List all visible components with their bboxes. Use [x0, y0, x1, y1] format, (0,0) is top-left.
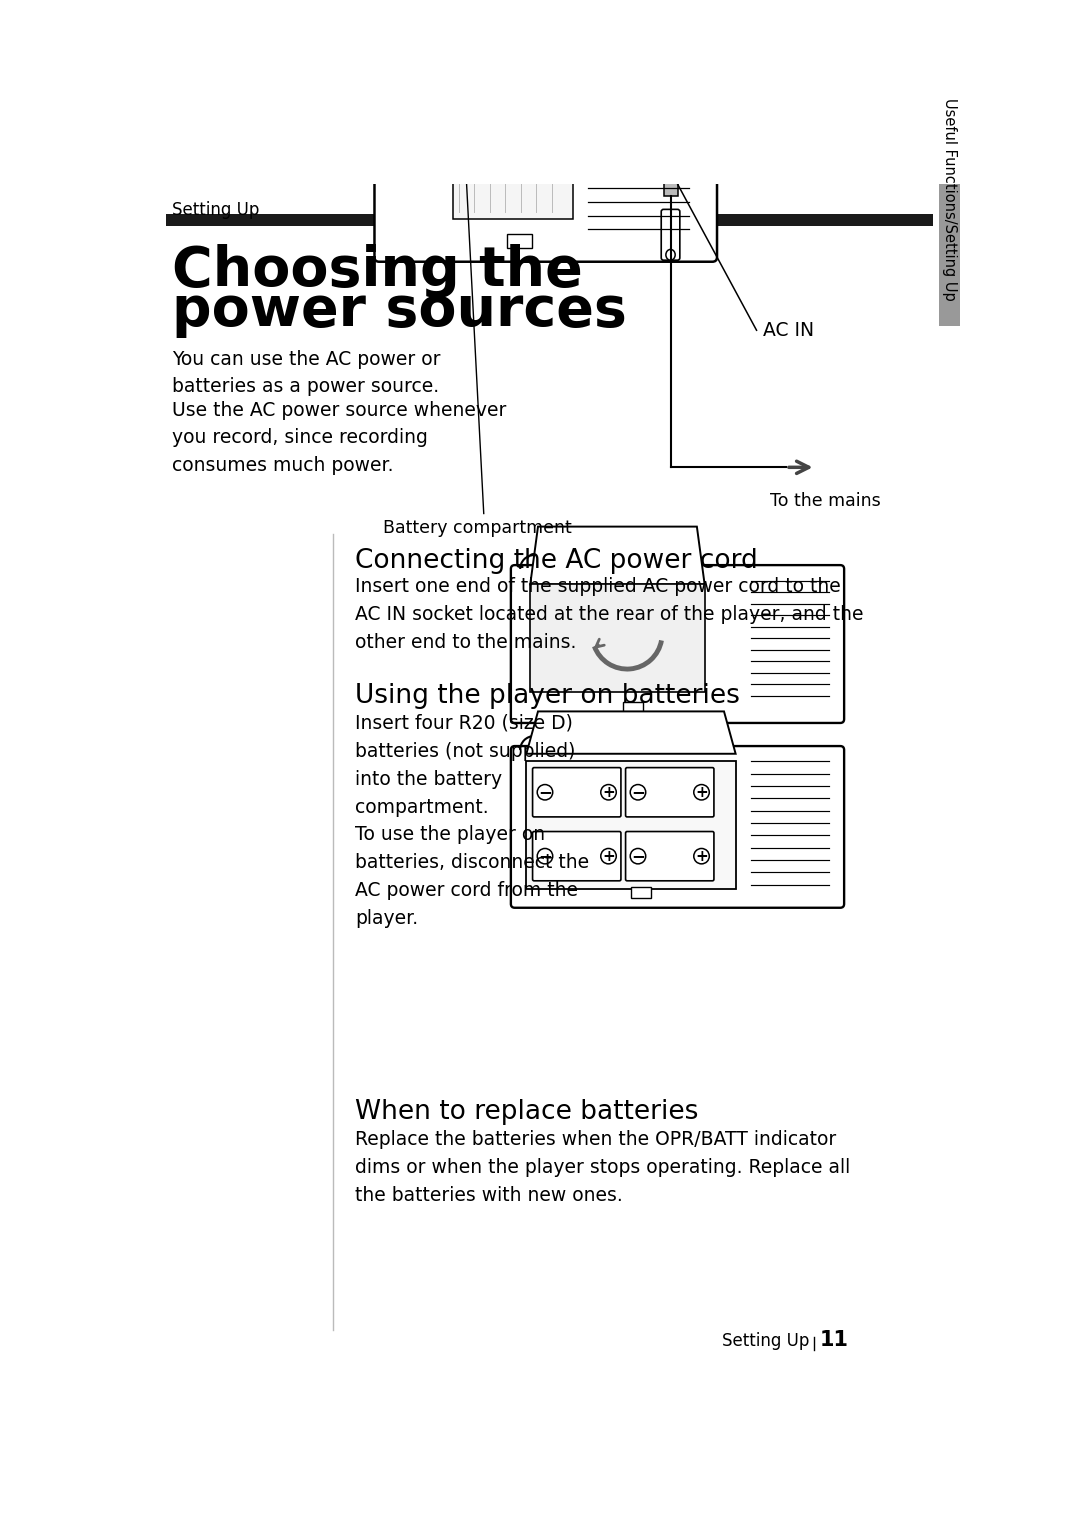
- Circle shape: [600, 848, 617, 865]
- Text: To the mains: To the mains: [770, 492, 881, 510]
- FancyBboxPatch shape: [511, 747, 845, 908]
- Text: Battery compartment: Battery compartment: [383, 518, 571, 537]
- Bar: [453, 87, 572, 219]
- FancyBboxPatch shape: [532, 768, 621, 817]
- Text: Replace the batteries when the OPR/BATT indicator
dims or when the player stops : Replace the batteries when the OPR/BATT …: [355, 1130, 850, 1205]
- Text: When to replace batteries: When to replace batteries: [355, 1099, 699, 1125]
- Circle shape: [418, 110, 433, 126]
- Text: To use the player on
batteries, disconnect the
AC power cord from the
player.: To use the player on batteries, disconne…: [355, 825, 590, 927]
- Circle shape: [631, 848, 646, 865]
- Bar: [631, 888, 651, 898]
- Bar: [403, 72, 550, 94]
- Text: Useful Functions/Setting Up: Useful Functions/Setting Up: [942, 98, 957, 300]
- Text: Use the AC power source whenever
you record, since recording
consumes much power: Use the AC power source whenever you rec…: [172, 402, 507, 475]
- Polygon shape: [526, 711, 735, 754]
- Circle shape: [408, 101, 443, 135]
- Bar: [507, 235, 531, 248]
- Text: Using the player on batteries: Using the player on batteries: [355, 682, 740, 708]
- Text: −: −: [538, 848, 552, 865]
- FancyBboxPatch shape: [625, 768, 714, 817]
- FancyBboxPatch shape: [532, 831, 621, 881]
- Circle shape: [693, 785, 710, 800]
- Text: +: +: [696, 849, 707, 863]
- Bar: [166, 215, 933, 227]
- Text: Insert one end of the supplied AC power cord to the
AC IN socket located at the : Insert one end of the supplied AC power …: [355, 576, 864, 652]
- FancyBboxPatch shape: [438, 6, 653, 34]
- Text: +: +: [696, 785, 707, 800]
- Circle shape: [537, 785, 553, 800]
- FancyBboxPatch shape: [661, 210, 679, 261]
- Polygon shape: [530, 527, 704, 584]
- Circle shape: [631, 785, 646, 800]
- Text: Setting Up: Setting Up: [721, 1332, 809, 1349]
- Ellipse shape: [666, 250, 675, 261]
- Circle shape: [600, 785, 617, 800]
- Text: You can use the AC power or
batteries as a power source.: You can use the AC power or batteries as…: [172, 350, 441, 396]
- Text: +: +: [603, 785, 615, 800]
- FancyBboxPatch shape: [511, 566, 845, 724]
- Text: power sources: power sources: [172, 284, 627, 339]
- Text: AC IN: AC IN: [762, 320, 814, 340]
- Bar: [940, 72, 960, 327]
- Circle shape: [693, 848, 710, 865]
- Text: Setting Up: Setting Up: [172, 201, 259, 219]
- FancyBboxPatch shape: [625, 831, 714, 881]
- Text: +: +: [603, 849, 615, 863]
- Text: −: −: [631, 783, 645, 802]
- Bar: [530, 584, 704, 693]
- Text: −: −: [538, 783, 552, 802]
- Bar: [526, 762, 735, 889]
- FancyBboxPatch shape: [375, 29, 717, 262]
- Text: Connecting the AC power cord: Connecting the AC power cord: [355, 549, 758, 575]
- Bar: [623, 702, 644, 713]
- Circle shape: [537, 848, 553, 865]
- Text: Choosing the: Choosing the: [172, 244, 583, 297]
- Text: −: −: [631, 848, 645, 865]
- Text: Insert four R20 (size D)
batteries (not supplied)
into the battery
compartment.: Insert four R20 (size D) batteries (not …: [355, 714, 576, 817]
- Text: 11: 11: [820, 1329, 849, 1349]
- Bar: [663, 172, 677, 196]
